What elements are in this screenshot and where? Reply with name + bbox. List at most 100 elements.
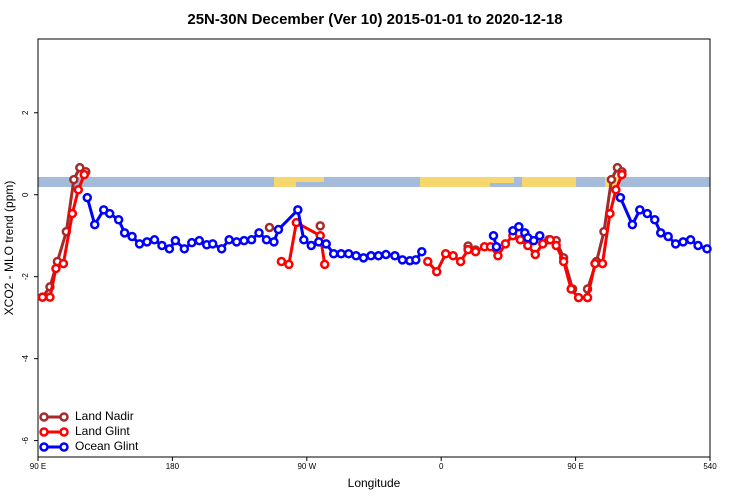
- point: [617, 169, 627, 180]
- point: [51, 263, 61, 274]
- y-tick-label: -4: [21, 355, 30, 363]
- y-tick-label: 0: [21, 192, 30, 197]
- point: [149, 235, 160, 245]
- point: [582, 292, 593, 303]
- point: [573, 292, 584, 303]
- point: [417, 246, 427, 257]
- point: [685, 235, 696, 245]
- point: [358, 253, 369, 263]
- y-axis-label: XCO2 - MLO trend (ppm): [2, 181, 16, 316]
- x-tick-label: 90 E: [30, 462, 46, 471]
- point: [231, 237, 242, 247]
- legend-marker: [59, 427, 69, 437]
- point: [373, 251, 384, 261]
- point: [440, 248, 451, 259]
- point: [488, 230, 499, 241]
- point: [299, 235, 309, 245]
- point: [615, 192, 626, 203]
- point: [470, 246, 481, 257]
- point: [321, 239, 331, 249]
- point: [276, 256, 287, 267]
- point: [239, 235, 249, 246]
- x-axis-label: Longitude: [348, 476, 401, 490]
- x-tick-label: 90 W: [297, 462, 316, 471]
- point: [693, 240, 703, 251]
- point: [529, 235, 539, 246]
- point: [606, 174, 617, 185]
- point: [164, 244, 175, 254]
- y-tick-label: 2: [21, 110, 30, 115]
- point: [127, 231, 137, 242]
- point: [328, 248, 339, 259]
- point: [319, 259, 330, 270]
- x-tick-label: 90 E: [567, 462, 583, 471]
- point: [530, 249, 541, 260]
- y-tick-label: -2: [21, 273, 30, 281]
- point: [273, 224, 284, 235]
- point: [82, 192, 93, 203]
- point: [514, 221, 524, 232]
- point: [605, 208, 615, 219]
- legend-label: Land Nadir: [75, 409, 134, 423]
- point: [655, 228, 666, 238]
- point: [45, 292, 55, 302]
- point: [611, 185, 621, 195]
- point: [216, 244, 227, 254]
- point: [269, 237, 279, 247]
- point: [134, 239, 145, 249]
- point: [179, 244, 190, 254]
- legend-marker: [39, 427, 49, 437]
- point: [535, 230, 545, 241]
- point: [597, 258, 608, 269]
- point: [537, 239, 548, 249]
- point: [58, 258, 69, 269]
- point: [411, 255, 421, 265]
- point: [627, 219, 638, 230]
- point: [500, 239, 511, 249]
- point: [69, 174, 79, 185]
- point: [491, 242, 502, 252]
- point: [390, 251, 400, 261]
- point: [558, 256, 569, 267]
- point: [423, 256, 433, 267]
- point: [246, 235, 257, 245]
- point: [397, 255, 408, 265]
- point: [702, 244, 712, 254]
- x-tick-label: 0: [439, 462, 444, 471]
- point: [313, 237, 324, 247]
- point: [493, 251, 503, 261]
- legend-label: Ocean Glint: [75, 439, 139, 453]
- point: [566, 284, 576, 294]
- point: [545, 235, 555, 245]
- point: [293, 205, 303, 215]
- point: [119, 228, 130, 238]
- series-line: [85, 196, 708, 263]
- point: [113, 214, 124, 225]
- point: [73, 185, 84, 195]
- point: [315, 221, 325, 231]
- point: [89, 219, 100, 230]
- x-tick-label: 180: [166, 462, 180, 471]
- point: [207, 239, 218, 249]
- point: [431, 267, 442, 277]
- point: [635, 205, 645, 215]
- legend-marker: [39, 442, 49, 452]
- point: [142, 237, 152, 247]
- legend-marker: [39, 412, 49, 422]
- point: [649, 214, 660, 225]
- point: [642, 208, 653, 219]
- point: [75, 162, 85, 173]
- point: [515, 235, 526, 245]
- point: [284, 259, 294, 270]
- point: [187, 237, 197, 248]
- point: [79, 169, 90, 180]
- point: [157, 240, 167, 251]
- point: [264, 222, 275, 233]
- point: [366, 251, 376, 261]
- point: [670, 239, 681, 249]
- point: [448, 251, 458, 261]
- point: [463, 244, 473, 255]
- series-line: [41, 166, 623, 299]
- point: [104, 208, 115, 219]
